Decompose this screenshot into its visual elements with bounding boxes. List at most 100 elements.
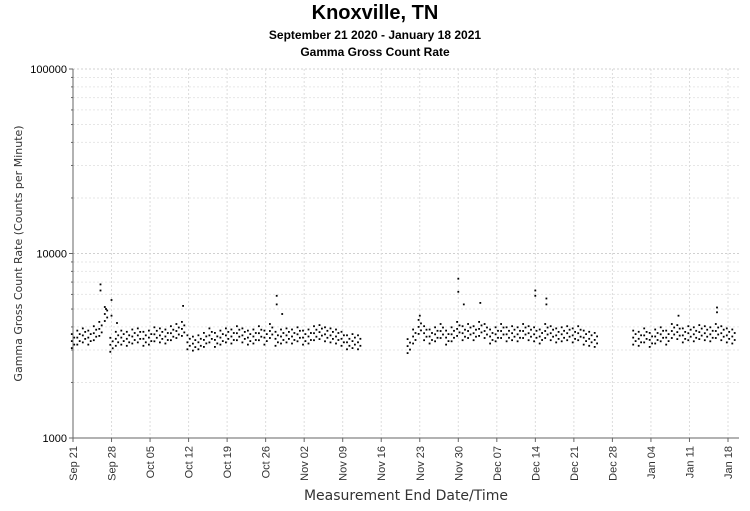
data-point [263, 343, 266, 346]
data-point [181, 335, 183, 337]
data-point [280, 335, 282, 338]
data-point [203, 339, 205, 341]
data-point [120, 336, 123, 339]
data-point [480, 331, 483, 334]
data-point [571, 334, 574, 337]
data-point [579, 335, 582, 338]
data-point [122, 333, 125, 335]
data-point [483, 337, 486, 339]
x-tick-label: Dec 21 [569, 446, 581, 481]
data-point [654, 328, 657, 331]
data-point [310, 332, 312, 334]
data-point [285, 341, 288, 344]
data-point [232, 332, 235, 334]
data-point [313, 339, 315, 342]
data-point [555, 334, 558, 337]
data-point [318, 338, 321, 340]
data-point [114, 344, 117, 347]
data-point [263, 329, 266, 332]
data-point [302, 329, 304, 332]
data-point [475, 328, 477, 331]
data-point [588, 344, 591, 347]
data-point [651, 335, 653, 338]
data-point [329, 327, 332, 330]
data-point [590, 334, 593, 337]
data-point [269, 323, 271, 325]
data-point [412, 335, 414, 338]
data-point [359, 337, 362, 340]
data-point [486, 326, 488, 329]
data-point [258, 339, 260, 342]
data-point [125, 344, 128, 347]
data-point [720, 339, 723, 342]
data-point [271, 326, 274, 329]
data-point [197, 341, 200, 344]
data-point [81, 341, 84, 344]
data-point [269, 337, 271, 339]
data-point [409, 341, 411, 344]
data-point [566, 332, 569, 335]
data-point [205, 342, 208, 345]
data-point [511, 325, 513, 328]
data-point [354, 336, 356, 339]
data-points [70, 277, 736, 354]
data-point [582, 329, 585, 332]
data-point [95, 328, 98, 331]
data-point [709, 340, 712, 343]
data-point [92, 332, 95, 335]
data-point [733, 332, 736, 334]
data-point [142, 330, 145, 333]
data-point [111, 347, 114, 350]
data-point [489, 342, 491, 345]
data-point [210, 331, 213, 333]
data-point [478, 335, 480, 337]
x-tick-label: Dec 14 [530, 446, 542, 481]
data-point [170, 339, 172, 342]
data-point [318, 324, 321, 326]
data-point [687, 339, 690, 342]
data-point [166, 332, 169, 334]
data-point [208, 341, 211, 344]
data-point [505, 340, 508, 343]
data-point [335, 342, 337, 345]
data-point [684, 338, 687, 340]
data-point [516, 333, 519, 336]
data-point [249, 333, 252, 335]
data-point [489, 335, 491, 338]
data-point [722, 335, 725, 338]
data-point [428, 328, 431, 331]
data-point [522, 337, 524, 339]
data-point [637, 330, 640, 333]
data-point [703, 339, 706, 342]
data-point [695, 329, 698, 332]
y-tick-label: 1000 [43, 433, 67, 445]
data-point [293, 332, 296, 334]
data-point [431, 339, 433, 341]
data-point [417, 319, 420, 321]
data-point [293, 339, 296, 341]
data-point [70, 333, 73, 335]
data-point [442, 326, 444, 329]
data-point [439, 337, 442, 339]
data-point [219, 343, 222, 346]
data-point [348, 344, 351, 347]
data-point [92, 325, 95, 328]
data-point [530, 328, 532, 331]
data-point [494, 326, 497, 329]
data-point [326, 336, 329, 339]
chart-subtitle-measure: Gamma Gross Count Rate [300, 45, 450, 59]
data-point [632, 329, 635, 332]
data-point [648, 339, 651, 341]
data-point [632, 336, 635, 339]
data-point [159, 334, 161, 337]
data-point [117, 334, 120, 337]
data-point [689, 328, 692, 331]
data-point [684, 331, 687, 333]
data-point [665, 329, 668, 332]
data-point [445, 343, 447, 346]
data-point [277, 341, 279, 344]
data-point [247, 343, 249, 346]
data-point [172, 335, 175, 338]
data-point [192, 342, 194, 345]
